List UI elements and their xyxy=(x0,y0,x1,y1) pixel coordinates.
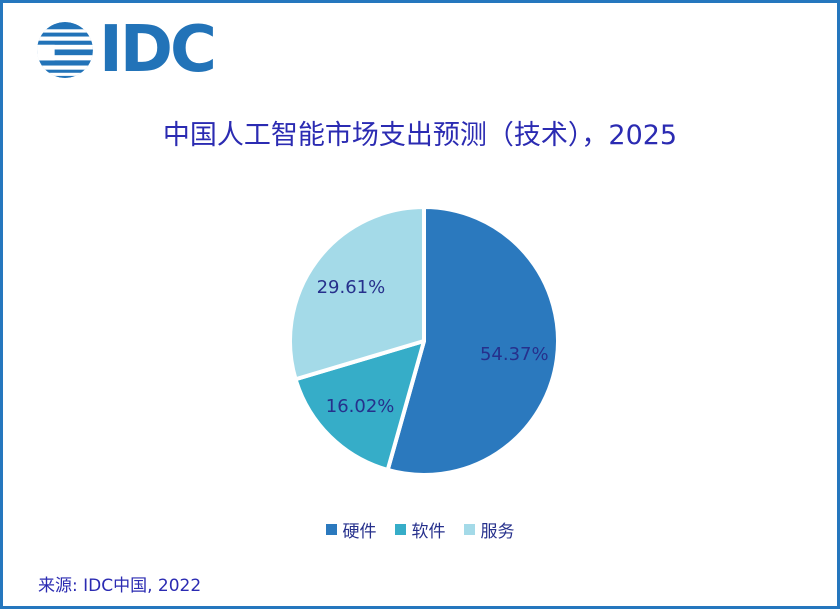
legend-item-1: 硬件 xyxy=(325,517,377,542)
legend-item-2: 软件 xyxy=(394,517,446,542)
legend-item-3: 服务 xyxy=(463,517,515,542)
pie-data-label: 54.37% xyxy=(480,344,549,365)
legend-label: 服务 xyxy=(480,522,515,542)
pie-slice-1 xyxy=(385,205,561,477)
pie-chart: 54.37% 16.02% 29.61% xyxy=(288,205,561,477)
pie-slice-2 xyxy=(293,339,426,472)
source-note: 来源: IDC中国, 2022 xyxy=(38,576,202,596)
chart-title: 中国人工智能市场支出预测（技术），2025 xyxy=(162,120,678,151)
idc-globe-icon xyxy=(37,22,93,78)
pie-data-label: 29.61% xyxy=(317,277,386,298)
pie-data-label: 16.02% xyxy=(326,396,395,417)
legend-swatch xyxy=(325,524,337,535)
pie-chart-area: 54.37% 16.02% 29.61% xyxy=(271,188,577,494)
pie-slice-3 xyxy=(288,205,426,382)
idc-logo: IDC xyxy=(36,13,217,87)
legend-label: 硬件 xyxy=(342,522,377,542)
legend-swatch xyxy=(394,524,406,535)
legend-label: 软件 xyxy=(411,522,446,542)
idc-logo-text: IDC xyxy=(99,13,217,87)
chart-legend: 硬件 软件 服务 xyxy=(3,517,837,542)
legend-swatch xyxy=(463,524,475,535)
